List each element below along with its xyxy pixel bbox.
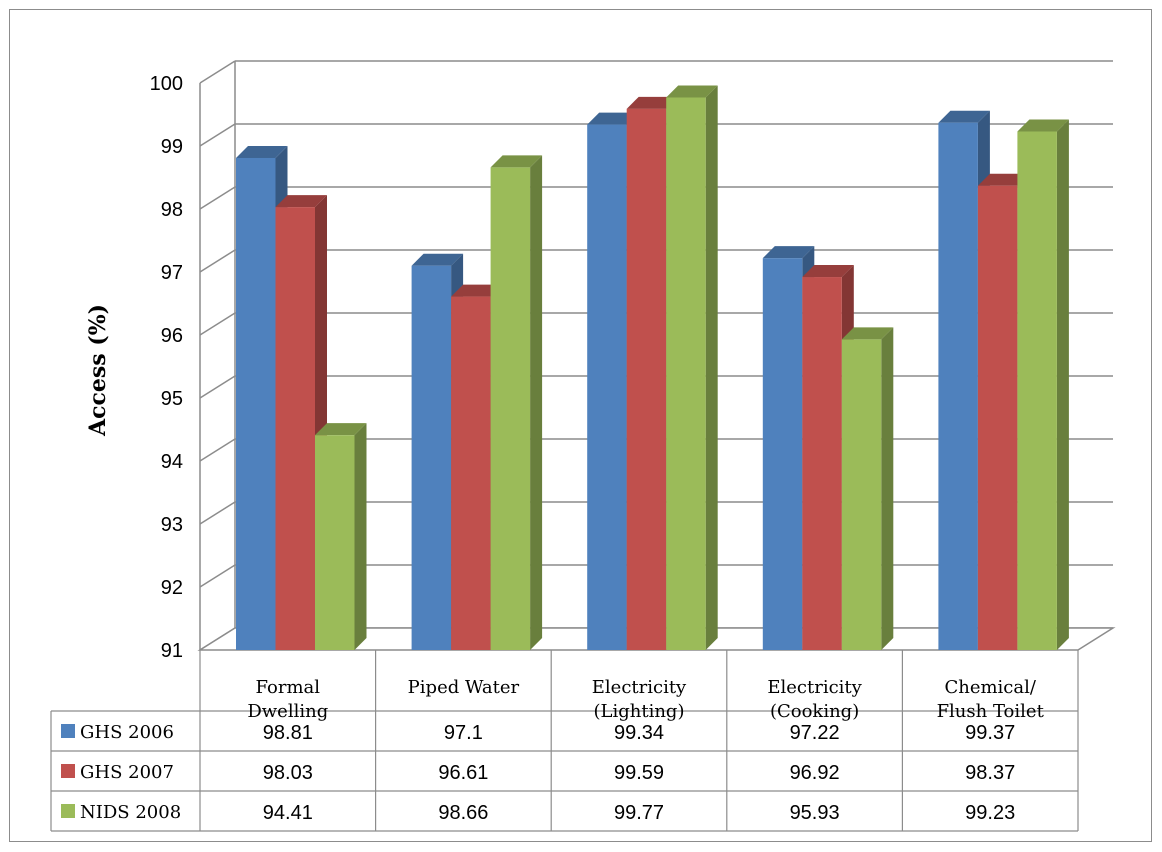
bar-front xyxy=(411,265,452,650)
bar-front xyxy=(315,435,355,650)
bar-front xyxy=(451,296,491,650)
bar-top xyxy=(490,155,543,168)
bar-front xyxy=(275,207,315,651)
y-tick-label: 95 xyxy=(161,388,183,410)
bar-top xyxy=(762,246,815,259)
bars xyxy=(236,85,1069,651)
data-label: 99.34 xyxy=(614,722,664,744)
gridline-side xyxy=(199,501,236,525)
y-tick-label: 93 xyxy=(161,514,183,536)
y-tick-label: 99 xyxy=(161,136,183,158)
bar-front xyxy=(841,339,882,650)
bar-top xyxy=(626,96,679,109)
bar-top xyxy=(236,145,288,158)
data-label: 96.92 xyxy=(790,762,840,784)
bar-front xyxy=(236,157,276,650)
bar-front xyxy=(938,122,978,650)
gridline-side xyxy=(199,438,236,462)
gridline-side xyxy=(199,249,236,273)
bar xyxy=(841,327,894,650)
y-tick-label: 94 xyxy=(161,451,183,473)
bar-front xyxy=(762,258,803,650)
bar-side xyxy=(881,327,894,650)
bar xyxy=(315,423,367,650)
bar xyxy=(490,155,543,651)
bar-front xyxy=(490,167,531,651)
bar-side xyxy=(530,155,543,651)
bar-side xyxy=(1056,119,1069,650)
gridline-side xyxy=(199,564,236,588)
category-label: Electricity xyxy=(767,677,862,698)
bar-side xyxy=(354,423,367,650)
legend-swatch xyxy=(61,724,75,738)
data-label: 95.93 xyxy=(790,802,840,824)
category-label: Dwelling xyxy=(247,701,328,722)
data-label: 99.37 xyxy=(965,722,1015,744)
bar-top xyxy=(315,423,367,436)
category-label: Piped Water xyxy=(408,677,520,698)
bar-front xyxy=(977,185,1018,650)
y-tick-label: 97 xyxy=(161,262,183,284)
data-label: 99.23 xyxy=(965,802,1015,824)
gridline-side xyxy=(199,60,236,84)
y-axis-ticks: 91 92 93 94 95 96 97 98 99 100 xyxy=(150,73,183,662)
bar-front xyxy=(626,108,667,650)
data-label: 98.03 xyxy=(263,762,313,784)
bar-top xyxy=(666,85,718,98)
legend-label: GHS 2006 xyxy=(80,722,174,743)
bar-top xyxy=(1017,119,1069,132)
gridline-side xyxy=(199,123,236,147)
category-label: (Lighting) xyxy=(594,701,685,722)
y-tick-label: 98 xyxy=(161,199,183,221)
data-label: 99.59 xyxy=(614,762,664,784)
category-label: (Cooking) xyxy=(770,701,859,722)
legend-swatch xyxy=(61,804,75,818)
category-label: Electricity xyxy=(592,677,687,698)
gridline-side xyxy=(199,186,236,210)
category-label: Flush Toilet xyxy=(937,701,1045,722)
bar-top xyxy=(451,284,503,297)
bar xyxy=(666,85,718,651)
category-label: Chemical/ xyxy=(944,677,1036,698)
y-tick-label: 96 xyxy=(161,325,183,347)
bar-top xyxy=(587,112,639,125)
bar-top xyxy=(411,253,464,266)
bar-top xyxy=(938,110,990,123)
bar-side xyxy=(705,85,718,651)
bar xyxy=(1017,119,1069,650)
data-label: 98.66 xyxy=(438,802,488,824)
gridline-side xyxy=(199,375,236,399)
bar-top xyxy=(977,173,1030,186)
bar-top xyxy=(841,327,894,340)
data-label: 97.1 xyxy=(444,722,483,744)
bar-front xyxy=(1017,131,1057,650)
bar-front xyxy=(666,97,706,651)
y-tick-label: 91 xyxy=(161,640,183,662)
y-tick-label: 100 xyxy=(150,73,183,95)
data-label: 94.41 xyxy=(263,802,313,824)
bar-front xyxy=(587,124,627,650)
bar-top xyxy=(802,265,854,278)
data-label: 97.22 xyxy=(790,722,840,744)
bar-top xyxy=(275,195,327,208)
legend-label: GHS 2007 xyxy=(80,762,174,783)
data-label: 98.37 xyxy=(965,762,1015,784)
y-axis-label: Access (%) xyxy=(85,304,111,437)
legend-label: NIDS 2008 xyxy=(80,802,181,823)
legend-swatch xyxy=(61,764,75,778)
bar-front xyxy=(802,277,842,650)
category-label: Formal xyxy=(256,677,321,698)
data-label: 98.81 xyxy=(263,722,313,744)
gridline-side xyxy=(199,312,236,336)
data-label: 99.77 xyxy=(614,802,664,824)
data-table: Formal Dwelling Piped Water Electricity (Lig… xyxy=(50,650,1079,832)
data-label: 96.61 xyxy=(438,762,488,784)
y-tick-label: 92 xyxy=(161,577,183,599)
